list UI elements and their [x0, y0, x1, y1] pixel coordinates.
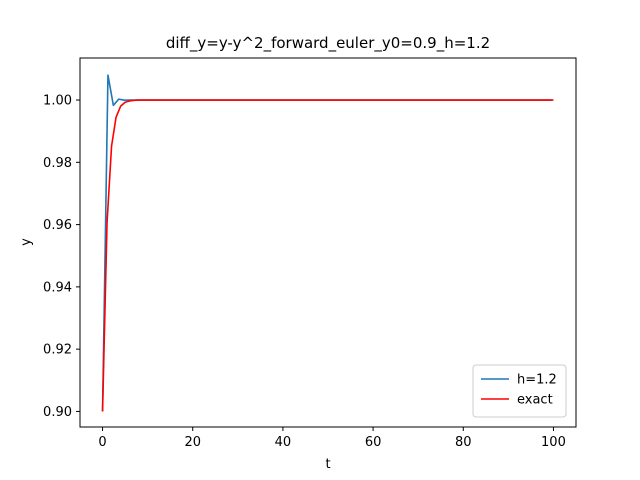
y-tick-label: 0.94	[43, 280, 72, 295]
x-tick-label: 60	[365, 435, 382, 450]
legend-box	[472, 364, 567, 418]
y-axis-label: y	[19, 238, 34, 246]
legend-label-1: exact	[517, 393, 553, 408]
x-axis: 0 20 40 60 80 100	[98, 427, 566, 450]
y-axis: 0.90 0.92 0.94 0.96 0.98 1.00	[43, 94, 80, 420]
y-tick-label: 1.00	[43, 94, 72, 109]
y-tick-label: 0.92	[43, 343, 72, 358]
y-tick-label: 0.98	[43, 156, 72, 171]
x-axis-label: t	[325, 457, 330, 472]
series-line-1	[101, 99, 554, 412]
x-tick-label: 20	[184, 435, 201, 450]
y-tick-label: 0.96	[43, 218, 72, 233]
plot-frame	[79, 57, 577, 428]
legend-label-0: h=1.2	[517, 373, 557, 388]
x-tick-label: 0	[98, 435, 106, 450]
x-tick-label: 100	[541, 435, 566, 450]
chart-title: diff_y=y-y^2_forward_euler_y0=0.9_h=1.2	[166, 34, 490, 53]
y-tick-label: 0.90	[43, 405, 72, 420]
x-tick-label: 80	[455, 435, 472, 450]
legend: h=1.2 exact	[472, 364, 567, 418]
x-tick-label: 40	[275, 435, 292, 450]
series-layer	[101, 74, 554, 412]
